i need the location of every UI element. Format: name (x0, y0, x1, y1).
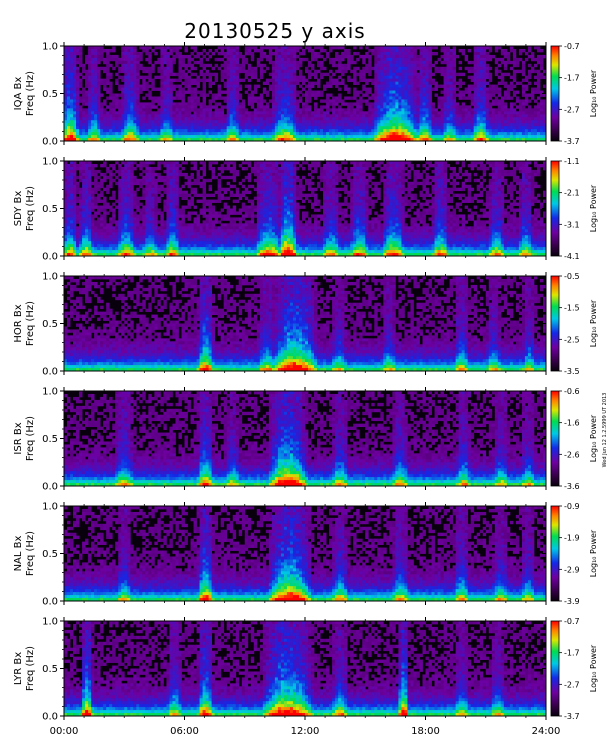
colorbar-tick-label: -1.6 (564, 419, 580, 428)
y-label-station: ISR Bx (13, 422, 24, 454)
y-tick-label: 1.0 (42, 387, 58, 398)
y-label-freq: Freq (Hz) (25, 416, 36, 461)
y-label-freq: Freq (Hz) (25, 71, 36, 116)
colorbar-tick-label: -2.1 (564, 189, 580, 198)
spectrogram-cells (64, 161, 546, 256)
colorbar-tick-label: -3.5 (564, 367, 580, 376)
y-label-station: NAL Bx (13, 535, 24, 571)
colorbar-tick-label: -2.6 (564, 450, 580, 459)
y-tick-label: 0.5 (42, 434, 58, 445)
colorbar-label: Log₁₀ Power (589, 69, 598, 117)
colorbar-tick-label: -2.7 (564, 680, 580, 689)
panel-lyr: 0.0 0.5 1.0 LYR Bx Freq (Hz) -0.7 -1.7 -2.7 -3.7… (13, 617, 598, 723)
x-axis: 00:00 06:00 12:00 18:00 24:00 (50, 726, 561, 737)
y-tick-label: 1.0 (42, 272, 58, 283)
colorbar-tick-label: -0.9 (564, 502, 580, 511)
y-label-station: SDY Bx (13, 191, 24, 227)
y-tick-label: 0.5 (42, 319, 58, 330)
colorbar (550, 390, 560, 487)
y-label-freq: Freq (Hz) (25, 646, 36, 691)
colorbar (550, 505, 560, 602)
spectrogram-cells (64, 46, 546, 141)
colorbar-tick-label: -2.7 (564, 105, 580, 114)
spectrogram-cells (64, 506, 546, 601)
colorbar-label: Log₁₀ Power (589, 414, 598, 462)
colorbar-tick-label: -3.6 (564, 482, 580, 491)
y-label-station: HOR Bx (13, 304, 24, 342)
x-tick-label: 24:00 (532, 726, 561, 737)
y-tick-label: 0.0 (42, 252, 58, 263)
y-tick-label: 0.5 (42, 204, 58, 215)
y-tick-label: 0.0 (42, 367, 58, 378)
panel-isr: 0.0 0.5 1.0 ISR Bx Freq (Hz) -0.6 -1.6 -2.6 -3.6… (13, 387, 598, 493)
y-label-station: IQA Bx (13, 77, 24, 111)
y-tick-label: 1.0 (42, 42, 58, 53)
colorbar-tick-label: -0.5 (564, 272, 580, 281)
side-note-timestamp: Wed Jun 12 1.2.5999 UT 2013 (602, 393, 608, 468)
panel-sdy: 0.0 0.5 1.0 SDY Bx Freq (Hz) -1.1 -2.1 -3.1 -4.1… (13, 157, 598, 263)
colorbar-tick-label: -3.1 (564, 220, 580, 229)
colorbar-tick-label: -1.1 (564, 157, 580, 166)
y-tick-label: 0.5 (42, 549, 58, 560)
colorbar-label: Log₁₀ Power (589, 184, 598, 232)
colorbar-tick-label: -1.9 (564, 534, 580, 543)
colorbar-tick-label: -2.5 (564, 335, 580, 344)
y-label-freq: Freq (Hz) (25, 301, 36, 346)
colorbar-label: Log₁₀ Power (589, 529, 598, 577)
panel-iqa: 0.0 0.5 1.0 IQA Bx Freq (Hz) -0.7 -1.7 -2.7 -3.7… (13, 42, 598, 148)
x-tick-label: 18:00 (411, 726, 440, 737)
y-tick-label: 1.0 (42, 502, 58, 513)
colorbar-tick-label: -0.7 (564, 617, 580, 626)
colorbar-tick-label: -1.7 (564, 74, 580, 83)
x-tick-label: 12:00 (291, 726, 320, 737)
y-label-station: LYR Bx (13, 652, 24, 685)
colorbar (550, 275, 560, 372)
colorbar-tick-label: -3.7 (564, 712, 580, 721)
colorbar-tick-label: -1.5 (564, 304, 580, 313)
colorbar-tick-label: -4.1 (564, 252, 580, 261)
y-tick-label: 0.0 (42, 597, 58, 608)
colorbar-tick-label: -2.9 (564, 565, 580, 574)
y-tick-label: 0.0 (42, 712, 58, 723)
panel-nal: 0.0 0.5 1.0 NAL Bx Freq (Hz) -0.9 -1.9 -2.9 -3.9… (13, 502, 598, 608)
colorbar-label: Log₁₀ Power (589, 644, 598, 692)
colorbar-tick-label: -0.7 (564, 42, 580, 51)
colorbar (550, 160, 560, 257)
spectrogram-cells (64, 276, 546, 371)
spectrogram-cells (64, 391, 546, 486)
y-tick-label: 0.0 (42, 137, 58, 148)
colorbar (550, 45, 560, 142)
colorbar-tick-label: -1.7 (564, 649, 580, 658)
colorbar-label: Log₁₀ Power (589, 299, 598, 347)
colorbar (550, 620, 560, 717)
y-tick-label: 1.0 (42, 157, 58, 168)
y-label-freq: Freq (Hz) (25, 531, 36, 576)
spectrogram-cells (64, 621, 546, 716)
colorbar-tick-label: -3.9 (564, 597, 580, 606)
figure-title: 20130525 y axis (184, 19, 365, 43)
colorbar-tick-label: -3.7 (564, 137, 580, 146)
x-tick-label: 00:00 (50, 726, 79, 737)
y-tick-label: 0.0 (42, 482, 58, 493)
panel-hor: 0.0 0.5 1.0 HOR Bx Freq (Hz) -0.5 -1.5 -2.5 -3.5… (13, 272, 598, 378)
x-tick-label: 06:00 (170, 726, 199, 737)
y-tick-label: 0.5 (42, 664, 58, 675)
colorbar-tick-label: -0.6 (564, 387, 580, 396)
y-label-freq: Freq (Hz) (25, 186, 36, 231)
y-tick-label: 0.5 (42, 89, 58, 100)
y-tick-label: 1.0 (42, 617, 58, 628)
